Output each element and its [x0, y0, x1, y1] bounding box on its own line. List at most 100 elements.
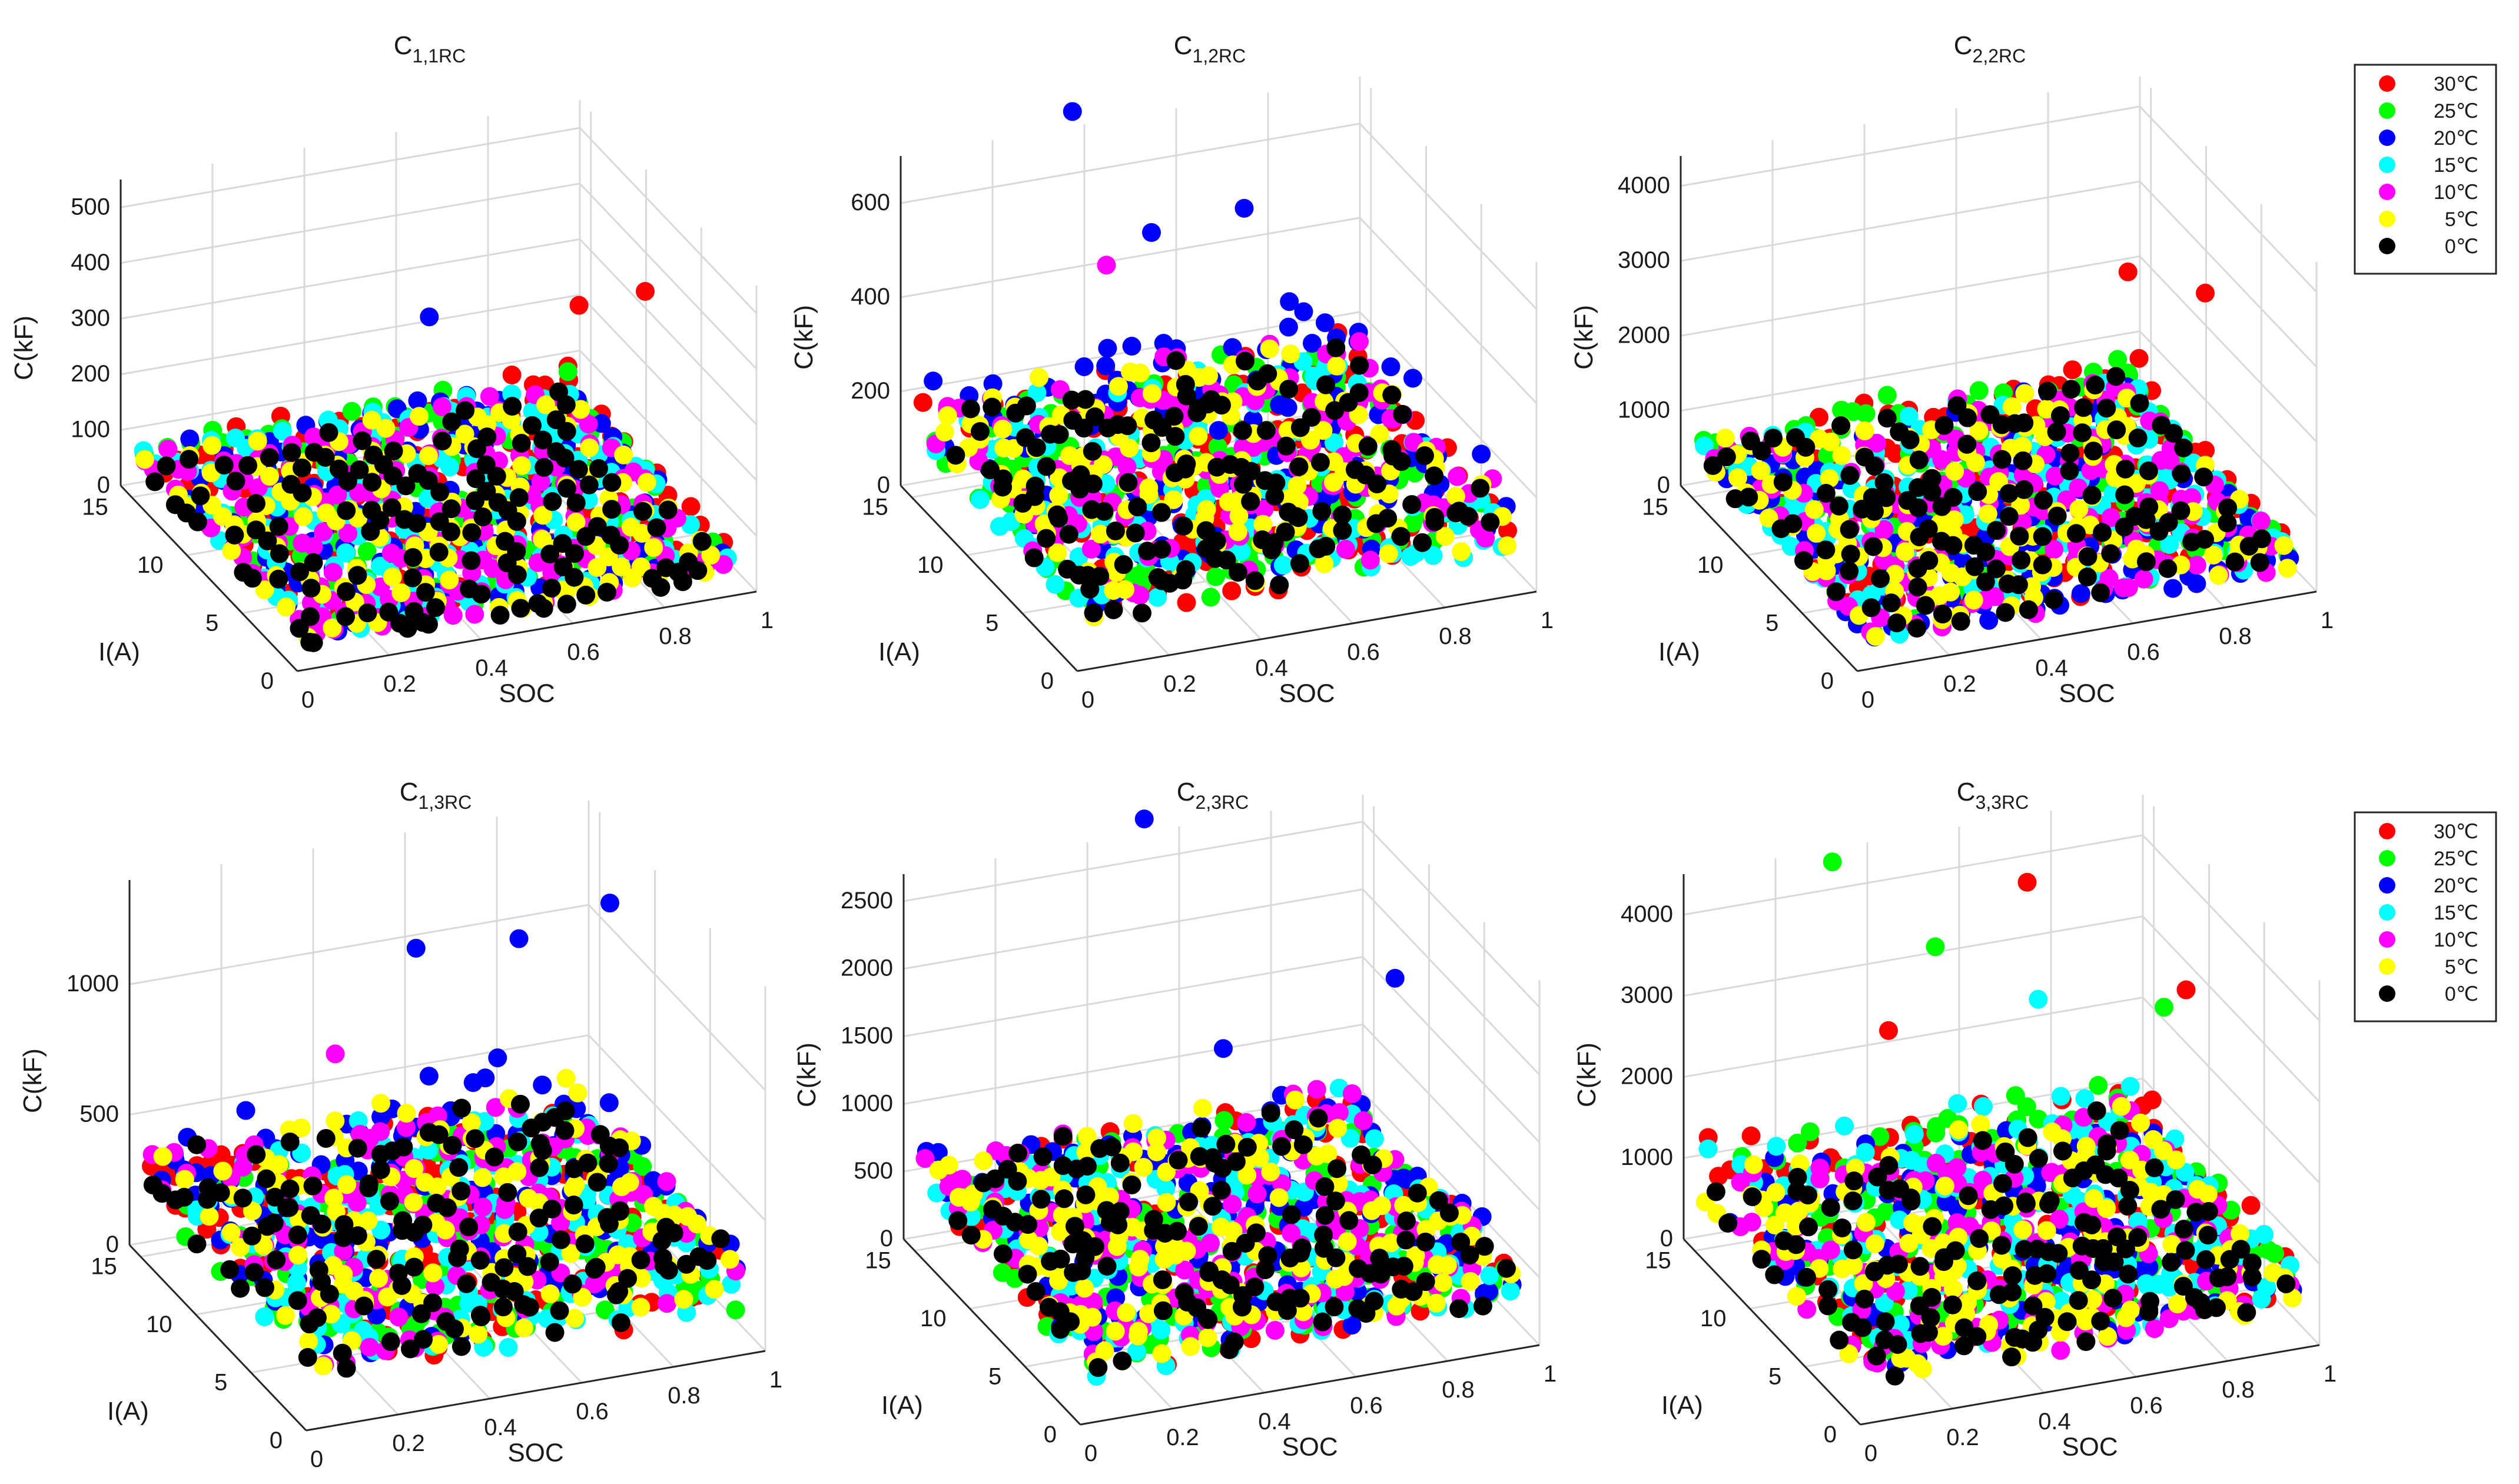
data-point	[2171, 501, 2191, 520]
data-point	[1255, 471, 1275, 490]
data-point	[304, 443, 324, 462]
z-tick-label: 500	[79, 1101, 119, 1127]
z-tick-label: 4000	[1618, 172, 1670, 198]
data-point	[1095, 1341, 1114, 1360]
data-point	[1350, 356, 1369, 375]
data-points	[134, 281, 737, 652]
data-point	[153, 1147, 172, 1166]
data-point	[357, 542, 377, 561]
data-point	[1122, 337, 1141, 356]
data-point	[1037, 457, 1056, 476]
data-point	[540, 1253, 559, 1272]
y-tick-label: 0	[261, 668, 274, 694]
data-point	[1856, 404, 1876, 423]
data-point	[348, 1138, 367, 1158]
panel-title: C1,2RC	[1174, 31, 1246, 67]
panel-title-base: C	[394, 31, 413, 60]
data-point	[1887, 613, 1907, 633]
data-point	[1368, 474, 1387, 494]
x-tick-label: 0.4	[1258, 1409, 1291, 1435]
y-tick-label: 15	[865, 1248, 891, 1274]
data-point	[1725, 489, 1745, 509]
data-point	[427, 1193, 446, 1213]
data-point	[533, 1113, 552, 1132]
data-point	[1816, 540, 1836, 560]
data-point	[1943, 487, 1963, 507]
x-tick-label: 1	[1544, 1361, 1556, 1387]
data-point	[2044, 590, 2063, 609]
data-point	[726, 1300, 745, 1320]
data-point	[384, 441, 403, 461]
data-point	[1358, 437, 1378, 456]
data-point-outlier	[569, 296, 589, 315]
x-tick-label: 1	[761, 607, 774, 633]
data-point	[711, 1229, 731, 1249]
data-point	[452, 1098, 472, 1118]
data-point	[993, 1263, 1012, 1282]
data-point	[371, 1094, 390, 1113]
data-point	[376, 419, 396, 438]
data-point	[1126, 523, 1145, 543]
data-point	[1157, 1193, 1176, 1212]
data-point	[1015, 428, 1035, 447]
y-tick-label: 15	[862, 494, 888, 520]
data-point	[611, 1313, 630, 1332]
data-point	[1276, 436, 1296, 456]
z-tick-label: 1000	[67, 971, 119, 997]
data-point	[334, 1264, 353, 1284]
data-point	[404, 602, 424, 621]
data-point	[231, 1279, 250, 1298]
data-point	[389, 1307, 409, 1327]
data-point	[381, 543, 401, 563]
data-point	[404, 1159, 424, 1178]
data-point	[473, 507, 493, 527]
data-point	[2097, 399, 2116, 418]
panel-title-base: C	[1174, 31, 1193, 60]
data-point	[1139, 478, 1159, 497]
data-point	[1241, 492, 1260, 512]
x-tick-label: 0.2	[1163, 671, 1196, 697]
data-point	[510, 1094, 530, 1114]
data-point	[1049, 509, 1068, 528]
data-point	[1083, 441, 1102, 461]
data-point	[610, 1201, 629, 1221]
data-point	[633, 502, 652, 521]
data-point	[1345, 460, 1365, 479]
data-point	[314, 522, 333, 542]
data-point	[1106, 1322, 1125, 1341]
data-point	[203, 436, 222, 455]
data-point	[498, 1183, 517, 1202]
data-point	[2091, 583, 2110, 602]
data-point	[443, 1136, 462, 1155]
data-point	[1947, 396, 1967, 415]
data-point	[234, 563, 253, 582]
data-point	[353, 431, 372, 450]
data-point	[601, 526, 620, 545]
data-point	[462, 523, 482, 542]
data-point	[1498, 521, 1518, 540]
data-point	[580, 438, 599, 457]
data-point	[535, 458, 554, 477]
data-point	[1104, 600, 1123, 619]
data-point	[983, 397, 1002, 417]
data-point	[568, 1083, 588, 1103]
data-point	[423, 1263, 443, 1283]
data-point	[348, 566, 367, 585]
data-point	[564, 1196, 583, 1215]
data-point	[1258, 364, 1277, 383]
data-point	[705, 1280, 724, 1299]
data-point-outlier	[558, 362, 578, 381]
data-point	[413, 1330, 433, 1349]
data-point	[571, 400, 590, 419]
data-point	[1071, 465, 1090, 484]
data-point	[371, 1122, 390, 1141]
z-axis-label: C(kF)	[18, 1048, 47, 1113]
data-points	[915, 809, 1522, 1386]
data-point	[2034, 490, 2053, 510]
y-axis	[120, 484, 298, 672]
data-point	[2093, 523, 2112, 542]
data-point	[994, 439, 1014, 458]
chart-panel-3: 00.20.40.60.8105101501000200030004000SOC…	[1569, 31, 2334, 713]
data-point	[333, 1343, 352, 1363]
